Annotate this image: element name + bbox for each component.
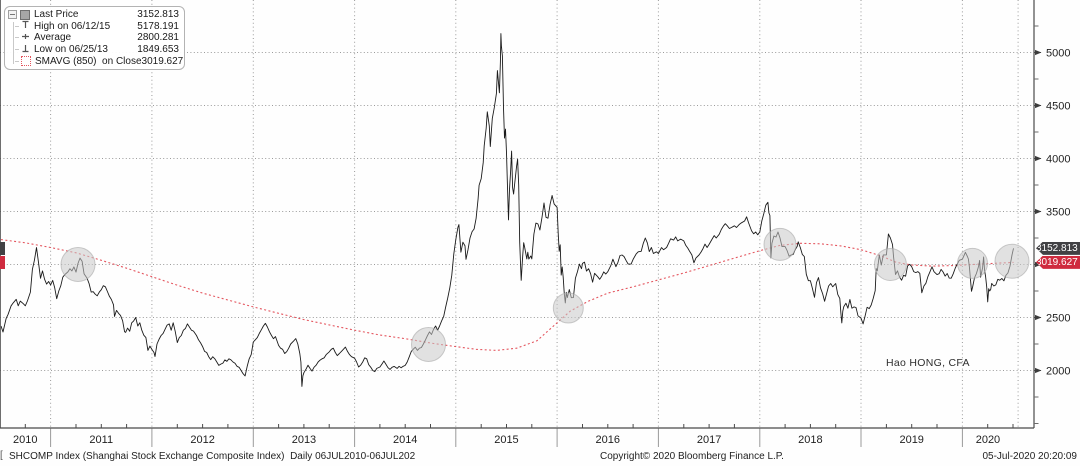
average-marker-icon [21,32,30,44]
highlight-circle [552,292,584,324]
legend-label: Last Price [34,9,79,21]
x-axis-year-label: 2019 [899,434,923,446]
y-axis-label: 4500 [1046,100,1070,112]
legend-row-low[interactable]: Low on 06/25/13 1849.653 [8,44,179,56]
y-axis: 2000250030003500400045005000 [1034,25,1070,424]
y-tick-arrow-icon [1035,155,1042,162]
x-axis-year-label: 2013 [292,434,316,446]
legend-label: SMAVG (850) on Close [35,55,142,67]
legend-label: Low on 06/25/13 [34,44,108,56]
legend-row-last-price[interactable]: Last Price 3152.813 [8,9,179,21]
footer-timestamp: 05-Jul-2020 20:20:09 [982,451,1077,462]
y-tick-arrow-icon [1035,49,1042,56]
high-marker-icon [21,20,30,32]
legend-box[interactable]: Last Price 3152.813 High on 06/12/15 517… [4,6,185,70]
legend-value: 1849.653 [137,44,179,56]
legend-label: High on 06/12/15 [34,20,111,32]
expand-box-icon[interactable] [8,10,17,20]
footer-security-description: SHCOMP Index (Shanghai Stock Exchange Co… [9,451,416,462]
x-axis-year-label: 2012 [190,434,214,446]
y-axis-label: 5000 [1046,47,1070,59]
axes [0,0,1035,429]
y-tick-arrow-icon [1035,314,1042,321]
highlight-circle [957,247,988,279]
x-axis-year-label: 2015 [494,434,518,446]
y-tick-arrow-icon [1035,102,1042,109]
left-axis-smavg-marker [0,255,5,269]
y-axis-label: 4000 [1046,153,1070,165]
legend-value: 3019.627 [141,55,184,67]
last-price-swatch-icon [20,9,30,20]
author-watermark: Hao HONG, CFA [886,357,970,369]
legend-value: 3152.813 [137,9,179,21]
gridlines [0,0,1034,428]
shcomp-price-line [0,33,1014,387]
x-axis: 2010 2011 2012 2013 2014 2015 2016 2017 2018 2019… [13,424,1014,447]
y-axis-label: 2000 [1046,365,1070,377]
legend-value: 2800.281 [137,32,179,44]
highlight-circle [873,248,907,281]
last-price-axis-badge: 3152.813 [1036,241,1080,255]
highlight-circle [994,243,1030,279]
smavg-dotted-swatch-icon [21,56,31,67]
left-axis-last-marker [0,241,5,255]
y-axis-label: 2500 [1046,312,1070,324]
y-tick-arrow-icon [1035,261,1042,268]
x-axis-year-label: 2011 [89,434,113,446]
smavg-axis-badge: 3019.627 [1036,255,1080,269]
highlight-circle [763,227,797,261]
x-axis-year-label: 2020 [976,434,1000,446]
y-axis-label: 3500 [1046,206,1070,218]
legend-value: 5178.191 [137,20,179,32]
x-axis-year-label: 2018 [798,434,822,446]
x-axis-year-label: 2016 [596,434,620,446]
highlight-circle [411,327,446,362]
y-tick-arrow-icon [1035,367,1042,374]
x-axis-year-label: 2014 [393,434,417,446]
legend-row-high[interactable]: High on 06/12/15 5178.191 [8,21,179,33]
x-axis-year-label: 2017 [697,434,721,446]
highlight-circle [60,247,96,282]
crossing-highlight-circles [60,227,1030,362]
footer-copyright: Copyright© 2020 Bloomberg Finance L.P. [600,451,784,462]
y-tick-arrow-icon [1035,208,1042,215]
legend-tree-line [13,22,14,64]
legend-row-average[interactable]: Average 2800.281 [8,32,179,44]
legend-row-smavg[interactable]: SMAVG (850) on Close 3019.627 [8,55,183,67]
x-axis-year-label: 2010 [13,434,37,446]
footer-bracket-glyph: [ [0,450,3,461]
legend-label: Average [34,32,72,44]
smavg-850-line [0,239,1014,351]
low-marker-icon [21,44,30,56]
